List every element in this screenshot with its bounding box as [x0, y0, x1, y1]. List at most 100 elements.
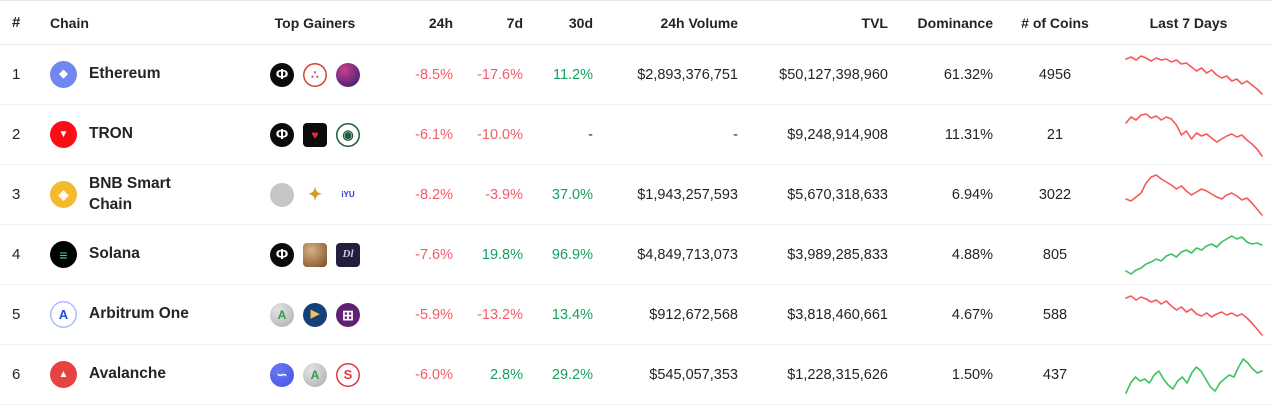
tvl: $9,248,914,908: [750, 104, 900, 165]
col-tvl[interactable]: TVL: [750, 0, 900, 45]
change-30d: -: [535, 104, 605, 165]
sparkline-chart: [1125, 294, 1263, 336]
bnb-smart-chain-icon: ◈: [50, 181, 77, 208]
tvl: $1,228,315,626: [750, 344, 900, 405]
change-24h: -7.6%: [380, 224, 465, 285]
gainer-icon[interactable]: iYU: [336, 182, 360, 207]
table-row[interactable]: 5 A Arbitrum One A ▶ ⊞ -5.9% -13.2% 13.4% …: [0, 284, 1272, 345]
col-30d[interactable]: 30d: [535, 0, 605, 45]
gainer-icon[interactable]: Φ: [270, 122, 294, 147]
col-24h[interactable]: 24h: [380, 0, 465, 45]
col-dominance[interactable]: Dominance: [900, 0, 1005, 45]
change-24h: -5.9%: [380, 284, 465, 345]
table-body: 1 ◆ Ethereum Φ ∴ -8.5% -17.6% 11.2% $2,89…: [0, 44, 1272, 405]
tvl: $50,127,398,960: [750, 44, 900, 105]
chain-name[interactable]: Arbitrum One: [89, 305, 189, 323]
chain-cell[interactable]: ▼ TRON: [50, 121, 250, 148]
coins-count: 21: [1005, 104, 1105, 165]
col-chain[interactable]: Chain: [38, 0, 250, 45]
top-gainers: ∽ A S: [250, 362, 380, 387]
coins-count: 588: [1005, 284, 1105, 345]
chain-cell[interactable]: ◈ BNB Smart Chain: [50, 174, 250, 216]
tron-icon: ▼: [50, 121, 77, 148]
change-7d: -3.9%: [465, 164, 535, 225]
avalanche-icon: ▲: [50, 361, 77, 388]
tvl: $3,818,460,661: [750, 284, 900, 345]
coins-count: 437: [1005, 344, 1105, 405]
col-last-7-days[interactable]: Last 7 Days: [1105, 0, 1272, 45]
sparkline-chart: [1125, 173, 1263, 216]
coins-count: 4956: [1005, 44, 1105, 105]
chain-name[interactable]: Solana: [89, 245, 140, 263]
change-24h: -6.1%: [380, 104, 465, 165]
volume-24h: $1,943,257,593: [605, 164, 750, 225]
chain-name[interactable]: Ethereum: [89, 65, 161, 83]
col-7d[interactable]: 7d: [465, 0, 535, 45]
chain-cell[interactable]: A Arbitrum One: [50, 301, 250, 328]
dominance: 61.32%: [900, 44, 1005, 105]
col-coins-count[interactable]: # of Coins: [1005, 0, 1105, 45]
gainer-icon[interactable]: A: [270, 302, 294, 327]
volume-24h: -: [605, 104, 750, 165]
volume-24h: $545,057,353: [605, 344, 750, 405]
dominance: 4.67%: [900, 284, 1005, 345]
sparkline-chart: [1125, 357, 1263, 394]
gainer-icon[interactable]: ◉: [336, 122, 360, 147]
rank: 3: [0, 164, 38, 225]
col-top-gainers[interactable]: Top Gainers: [250, 0, 380, 45]
gainer-icon[interactable]: ∽: [270, 362, 294, 387]
dominance: 1.50%: [900, 344, 1005, 405]
change-24h: -8.5%: [380, 44, 465, 105]
header-row: # Chain Top Gainers 24h 7d 30d 24h Volum…: [0, 0, 1272, 45]
table-row[interactable]: 2 ▼ TRON Φ ♥ ◉ -6.1% -10.0% - - $9,248,914…: [0, 104, 1272, 165]
chain-cell[interactable]: ≡ Solana: [50, 241, 250, 268]
top-gainers: Φ Dl: [250, 242, 380, 267]
sparkline-cell: [1105, 344, 1272, 405]
sparkline-chart: [1125, 234, 1263, 275]
chain-name[interactable]: Avalanche: [89, 365, 166, 383]
tvl: $3,989,285,833: [750, 224, 900, 285]
volume-24h: $4,849,713,073: [605, 224, 750, 285]
rank: 6: [0, 344, 38, 405]
sparkline-chart: [1125, 54, 1263, 95]
gainer-icon[interactable]: S: [336, 362, 360, 387]
gainer-icon[interactable]: ♥: [303, 122, 327, 147]
solana-icon: ≡: [50, 241, 77, 268]
change-24h: -6.0%: [380, 344, 465, 405]
change-7d: -13.2%: [465, 284, 535, 345]
gainer-icon[interactable]: Φ: [270, 62, 294, 87]
table-row[interactable]: 6 ▲ Avalanche ∽ A S -6.0% 2.8% 29.2% $545,…: [0, 344, 1272, 405]
table-row[interactable]: 3 ◈ BNB Smart Chain ✦ iYU -8.2% -3.9% 37.…: [0, 164, 1272, 225]
table-row[interactable]: 4 ≡ Solana Φ Dl -7.6% 19.8% 96.9% $4,849,…: [0, 224, 1272, 285]
sparkline-chart: [1125, 112, 1263, 157]
gainer-icon[interactable]: ⊞: [336, 302, 360, 327]
chain-cell[interactable]: ◆ Ethereum: [50, 61, 250, 88]
change-7d: -17.6%: [465, 44, 535, 105]
volume-24h: $2,893,376,751: [605, 44, 750, 105]
rank: 2: [0, 104, 38, 165]
change-7d: -10.0%: [465, 104, 535, 165]
coins-count: 3022: [1005, 164, 1105, 225]
gainer-icon[interactable]: ▶: [303, 302, 327, 327]
rank: 4: [0, 224, 38, 285]
gainer-icon[interactable]: Φ: [270, 242, 294, 267]
gainer-icon[interactable]: A: [303, 362, 327, 387]
gainer-icon[interactable]: Dl: [336, 242, 360, 267]
arbitrum-icon: A: [50, 301, 77, 328]
gainer-icon[interactable]: ∴: [303, 62, 327, 87]
sparkline-cell: [1105, 284, 1272, 345]
col-rank[interactable]: #: [0, 0, 38, 45]
sparkline-cell: [1105, 104, 1272, 165]
chain-name[interactable]: TRON: [89, 125, 133, 143]
chain-name[interactable]: BNB Smart Chain: [89, 174, 171, 213]
change-7d: 2.8%: [465, 344, 535, 405]
gainer-icon[interactable]: [336, 62, 360, 87]
gainer-icon[interactable]: ✦: [307, 185, 323, 204]
chain-cell[interactable]: ▲ Avalanche: [50, 361, 250, 388]
gainer-icon[interactable]: [270, 182, 294, 207]
top-gainers: A ▶ ⊞: [250, 302, 380, 327]
table-row[interactable]: 1 ◆ Ethereum Φ ∴ -8.5% -17.6% 11.2% $2,89…: [0, 44, 1272, 105]
change-30d: 29.2%: [535, 344, 605, 405]
col-24h-volume[interactable]: 24h Volume: [605, 0, 750, 45]
gainer-icon[interactable]: [303, 242, 327, 267]
